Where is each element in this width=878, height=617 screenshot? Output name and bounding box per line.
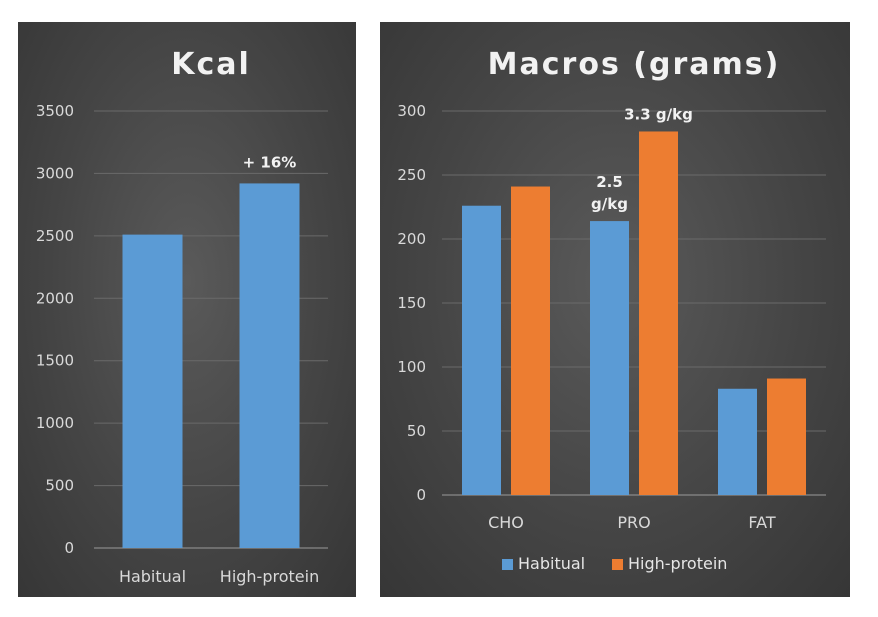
macros-chart-panel: Macros (grams) 0 50 100 150 200 250 300 CHO PRO FA… bbox=[380, 22, 850, 597]
y-tick-label: 200 bbox=[397, 230, 426, 248]
y-tick-label: 0 bbox=[64, 539, 74, 557]
macros-chart: Macros (grams) 0 50 100 150 200 250 300 CHO PRO FA… bbox=[397, 47, 826, 573]
chart-title: Kcal bbox=[171, 47, 251, 82]
x-category-label: Habitual bbox=[119, 567, 186, 586]
y-tick-label: 2000 bbox=[36, 289, 74, 307]
y-tick-label: 3500 bbox=[36, 102, 74, 120]
bar-pro-high-protein bbox=[639, 131, 678, 495]
y-tick-label: 0 bbox=[416, 486, 426, 504]
bar-fat-high-protein bbox=[767, 378, 806, 495]
legend-label: High-protein bbox=[628, 554, 727, 573]
x-category-label: FAT bbox=[748, 513, 775, 532]
bar-annotation: 3.3 g/kg bbox=[624, 105, 693, 123]
y-tick-label: 150 bbox=[397, 294, 426, 312]
kcal-chart: Kcal 0 500 1000 1500 2000 2500 3000 3500 Habitual… bbox=[36, 47, 328, 586]
bar-cho-high-protein bbox=[511, 186, 550, 495]
y-tick-label: 3000 bbox=[36, 164, 74, 182]
x-category-label: CHO bbox=[488, 513, 524, 532]
y-tick-label: 100 bbox=[397, 358, 426, 376]
legend-swatch bbox=[502, 559, 513, 570]
legend-swatch bbox=[612, 559, 623, 570]
bar-habitual bbox=[122, 234, 183, 548]
bar-annotation: + 16% bbox=[243, 153, 297, 171]
x-category-label: High-protein bbox=[220, 567, 319, 586]
bar-cho-habitual bbox=[462, 205, 501, 495]
kcal-chart-panel: Kcal 0 500 1000 1500 2000 2500 3000 3500 Habitual… bbox=[18, 22, 356, 597]
legend-label: Habitual bbox=[518, 554, 585, 573]
y-tick-label: 1500 bbox=[36, 352, 74, 370]
bar-annotation: 2.5 bbox=[596, 173, 623, 191]
chart-title: Macros (grams) bbox=[488, 47, 781, 82]
y-tick-label: 250 bbox=[397, 166, 426, 184]
bar-high-protein bbox=[239, 183, 300, 548]
y-tick-label: 50 bbox=[407, 422, 426, 440]
y-tick-label: 2500 bbox=[36, 227, 74, 245]
bar-fat-habitual bbox=[718, 388, 757, 495]
y-tick-label: 500 bbox=[45, 477, 74, 495]
y-tick-label: 300 bbox=[397, 102, 426, 120]
x-category-label: PRO bbox=[617, 513, 650, 532]
bar-pro-habitual bbox=[590, 221, 629, 495]
bar-annotation: g/kg bbox=[591, 195, 628, 213]
y-tick-label: 1000 bbox=[36, 414, 74, 432]
